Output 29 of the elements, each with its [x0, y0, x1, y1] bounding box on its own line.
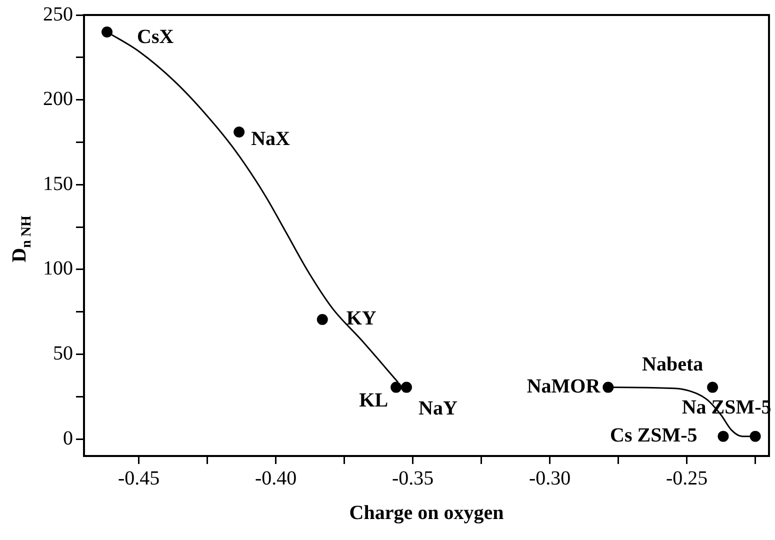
x-tick-label: -0.45 — [118, 467, 160, 490]
y-tick-label: 50 — [53, 342, 73, 364]
annotation: NaX — [251, 128, 291, 150]
x-tick-label: -0.25 — [666, 467, 708, 490]
annotation: Nabeta — [642, 353, 704, 376]
point — [401, 382, 412, 393]
annotation: NaMOR — [526, 375, 601, 398]
y-tick-label: 0 — [63, 427, 73, 450]
point — [316, 314, 328, 325]
point — [602, 382, 614, 393]
annotation: KY — [346, 308, 377, 330]
point — [750, 430, 761, 442]
x-axis-title: Charge on oxygen — [349, 502, 504, 524]
annotation: NaY — [418, 397, 458, 420]
point — [234, 126, 245, 138]
y-tick-label: 100 — [43, 258, 73, 280]
y-tick-label: 150 — [43, 172, 73, 195]
annotation: CsX — [137, 26, 174, 48]
point — [707, 382, 718, 393]
x-tick-label: -0.30 — [528, 467, 571, 490]
point — [718, 430, 729, 442]
annotation: Cs ZSM-5 — [610, 424, 698, 446]
x-tick-label: -0.35 — [392, 467, 434, 490]
point — [102, 26, 113, 38]
point — [390, 382, 402, 393]
annotation: KL — [359, 389, 388, 412]
y-tick-label: 250 — [43, 3, 73, 26]
y-tick-label: 200 — [43, 88, 73, 110]
x-tick-label: -0.40 — [254, 467, 297, 490]
